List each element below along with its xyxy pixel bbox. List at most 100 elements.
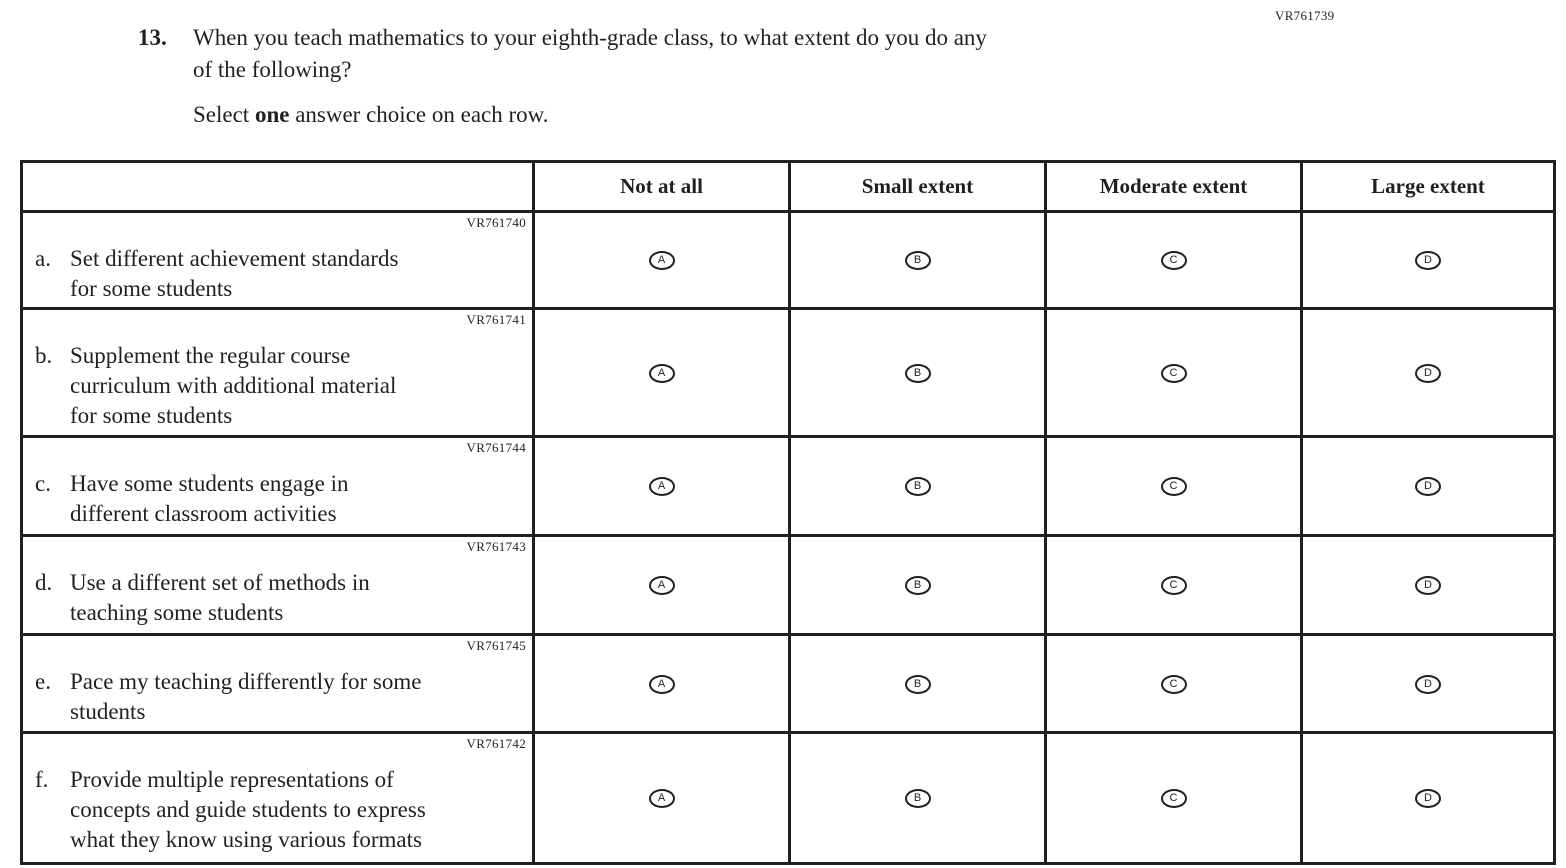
option-cell: B: [788, 210, 1047, 310]
item-letter: f.: [35, 767, 49, 792]
option-cell: C: [1044, 534, 1303, 636]
option-cell: A: [532, 534, 791, 636]
column-header-small-extent: Small extent: [788, 160, 1047, 213]
matrix-body: VR761740 a. Set different achievement stan…: [20, 210, 1556, 865]
instruction-suffix: answer choice on each row.: [289, 102, 549, 127]
question-instruction: Select one answer choice on each row.: [193, 99, 987, 131]
statement-cell: VR761742 f. Provide multiple representatio…: [20, 731, 535, 865]
item-text: Set different achievement standards for …: [70, 246, 399, 301]
item-code: VR761742: [466, 736, 526, 751]
item-code: VR761741: [466, 312, 526, 327]
item-text: Provide multiple representations of conc…: [70, 767, 426, 852]
statement-cell: VR761740 a. Set different achievement stan…: [20, 210, 535, 310]
option-cell: D: [1300, 210, 1556, 310]
item-letter: b.: [35, 343, 53, 368]
statement-cell: VR761741 b. Supplement the regular course …: [20, 307, 535, 438]
option-cell: D: [1300, 435, 1556, 537]
answer-bubble-a[interactable]: A: [648, 477, 675, 496]
item-letter: e.: [35, 669, 51, 694]
option-cell: A: [532, 633, 791, 734]
instruction-prefix: Select: [193, 102, 255, 127]
question-13: 13. When you teach mathematics to your e…: [138, 22, 987, 131]
question-text: When you teach mathematics to your eight…: [193, 25, 987, 82]
instruction-bold-word: one: [254, 102, 290, 127]
item-code: VR761744: [466, 440, 526, 455]
option-cell: A: [532, 435, 791, 537]
option-cell: A: [532, 731, 791, 865]
option-cell: C: [1044, 731, 1303, 865]
option-cell: C: [1044, 435, 1303, 537]
item-text: Use a different set of methods in teachi…: [70, 570, 370, 625]
statement: e. Pace my teaching differently for some …: [35, 667, 528, 727]
option-cell: B: [788, 534, 1047, 636]
statement-cell: VR761745 e. Pace my teaching differently f…: [20, 633, 535, 734]
table-row-e: VR761745 e. Pace my teaching differently f…: [20, 633, 1556, 734]
option-cell: C: [1044, 633, 1303, 734]
statement: f. Provide multiple representations of co…: [35, 765, 528, 855]
page-form-code: VR761739: [1275, 8, 1335, 23]
answer-bubble-c[interactable]: C: [1160, 477, 1187, 496]
answer-matrix-table: Not at all Small extent Moderate extent Lar…: [20, 160, 1556, 865]
statement: b. Supplement the regular course curricul…: [35, 341, 528, 431]
table-row-f: VR761742 f. Provide multiple representatio…: [20, 731, 1556, 865]
answer-bubble-b[interactable]: B: [904, 576, 931, 595]
option-cell: C: [1044, 210, 1303, 310]
question-number: 13.: [138, 25, 167, 50]
statement: d. Use a different set of methods in teac…: [35, 568, 528, 628]
column-header-large-extent: Large extent: [1300, 160, 1556, 213]
statement: a. Set different achievement standards fo…: [35, 244, 528, 304]
option-cell: D: [1300, 731, 1556, 865]
option-cell: B: [788, 731, 1047, 865]
question-body: When you teach mathematics to your eight…: [193, 22, 987, 131]
item-code: VR761740: [466, 215, 526, 230]
option-cell: B: [788, 307, 1047, 438]
answer-bubble-a[interactable]: A: [648, 674, 675, 694]
option-cell: C: [1044, 307, 1303, 438]
answer-bubble-d[interactable]: D: [1415, 251, 1441, 270]
answer-bubble-a[interactable]: A: [648, 576, 675, 595]
option-cell: D: [1300, 307, 1556, 438]
answer-bubble-a[interactable]: A: [648, 363, 675, 383]
answer-bubble-b[interactable]: B: [904, 363, 931, 383]
answer-bubble-c[interactable]: C: [1160, 363, 1187, 383]
option-cell: B: [788, 633, 1047, 734]
answer-bubble-c[interactable]: C: [1160, 251, 1187, 270]
column-header-moderate-extent: Moderate extent: [1044, 160, 1303, 213]
statement-cell: VR761744 c. Have some students engage in d…: [20, 435, 535, 537]
table-row-c: VR761744 c. Have some students engage in d…: [20, 435, 1556, 537]
statement-cell: VR761743 d. Use a different set of methods…: [20, 534, 535, 636]
column-header-not-at-all: Not at all: [532, 160, 791, 213]
item-text: Pace my teaching differently for some st…: [70, 669, 422, 724]
option-cell: B: [788, 435, 1047, 537]
answer-bubble-b[interactable]: B: [904, 674, 931, 694]
option-cell: A: [532, 210, 791, 310]
answer-bubble-d[interactable]: D: [1415, 674, 1441, 694]
answer-bubble-d[interactable]: D: [1415, 477, 1441, 496]
option-cell: D: [1300, 633, 1556, 734]
table-row-d: VR761743 d. Use a different set of methods…: [20, 534, 1556, 636]
table-row-a: VR761740 a. Set different achievement stan…: [20, 210, 1556, 310]
statement: c. Have some students engage in different…: [35, 469, 528, 529]
item-text: Have some students engage in different c…: [70, 471, 349, 526]
item-letter: d.: [35, 570, 53, 595]
answer-bubble-b[interactable]: B: [904, 477, 931, 496]
answer-bubble-c[interactable]: C: [1160, 674, 1187, 694]
item-code: VR761743: [466, 539, 526, 554]
answer-bubble-a[interactable]: A: [648, 251, 675, 270]
item-code: VR761745: [466, 638, 526, 653]
answer-bubble-d[interactable]: D: [1415, 363, 1441, 383]
answer-bubble-d[interactable]: D: [1415, 576, 1441, 595]
answer-bubble-a[interactable]: A: [648, 789, 675, 808]
answer-bubble-c[interactable]: C: [1160, 789, 1187, 808]
answer-bubble-d[interactable]: D: [1415, 789, 1441, 808]
option-cell: D: [1300, 534, 1556, 636]
option-cell: A: [532, 307, 791, 438]
answer-bubble-c[interactable]: C: [1160, 576, 1187, 595]
item-text: Supplement the regular course curriculum…: [70, 343, 397, 428]
table-row-b: VR761741 b. Supplement the regular course …: [20, 307, 1556, 438]
answer-bubble-b[interactable]: B: [904, 251, 931, 270]
answer-bubble-b[interactable]: B: [904, 789, 931, 808]
item-letter: a.: [35, 246, 51, 271]
matrix-header-row: Not at all Small extent Moderate extent Lar…: [20, 160, 1556, 213]
